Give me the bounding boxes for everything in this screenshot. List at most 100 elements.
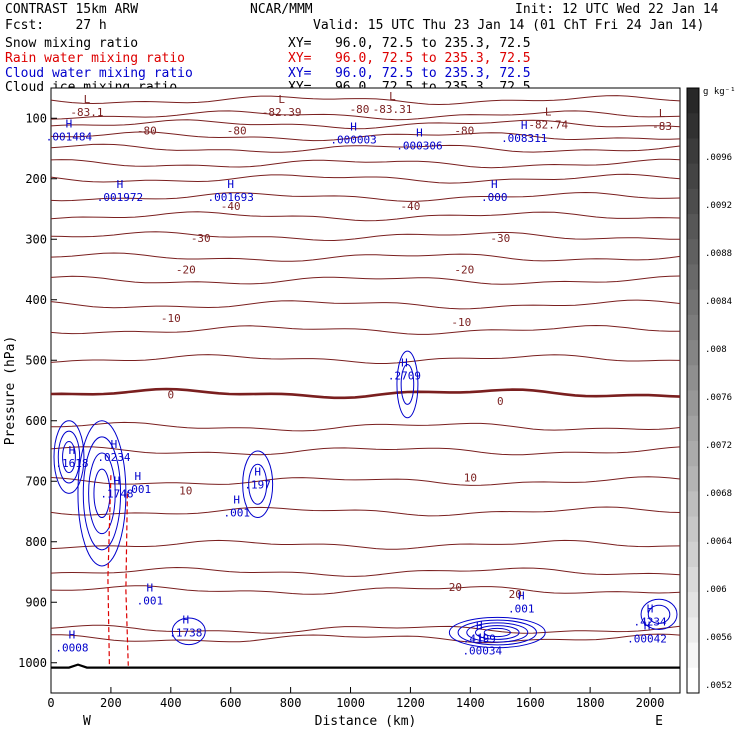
cloud-water-contour [53,420,85,494]
x-end-label-east: E [655,714,663,729]
isotherm-label: 20 [509,588,522,601]
y-tick-label: 1000 [18,656,47,670]
extremum-marker: H [491,178,498,191]
x-tick-label: 1600 [516,696,545,710]
colorbar-swatch [687,516,699,543]
extremum-marker: H [254,465,261,478]
colorbar-frame [686,87,700,694]
extremum-value: .001 [137,594,164,607]
colorbar-unit: g kg⁻¹ [703,87,736,97]
isotherm-line [50,624,681,634]
colorbar-swatch [687,264,699,291]
extremum-marker: L [389,90,396,103]
colorbar-swatch [687,239,699,265]
extremum-value: -82.39 [262,106,302,119]
extremum-marker: H [476,620,483,633]
colorbar-label: .0052 [705,681,732,691]
colorbar-label: .0072 [705,441,732,451]
extremum-marker: H [114,474,121,487]
y-tick-label: 700 [25,474,47,488]
organization: NCAR/MMM [250,2,313,17]
extremum-marker: H [350,120,357,133]
field-xy-rain: XY= 96.0, 72.5 to 235.3, 72.5 [288,51,531,66]
isotherm-line [50,110,681,121]
y-tick-label: 400 [25,293,47,307]
colorbar-swatch [687,365,699,391]
extremum-marker: H [135,470,142,483]
isotherm-label: 0 [497,395,504,408]
y-tick-label: 900 [25,595,47,609]
isotherm-line [50,95,681,106]
x-tick-label: 800 [280,696,302,710]
extremum-value: .00034 [462,645,502,658]
colorbar-swatch [687,214,699,240]
isotherm-line [50,143,681,153]
isotherm-line [50,354,681,364]
colorbar-label: .0064 [705,537,732,547]
isotherm-label: -80 [227,124,247,137]
isotherm-line [50,476,681,486]
cloud-water-contour [640,598,678,630]
extremum-value: -83.31 [373,103,413,116]
cloud-water-contour [171,617,206,646]
extremum-marker: L [659,107,666,120]
y-tick-label: 800 [25,535,47,549]
y-tick-label: 600 [25,414,47,428]
extremum-value: -82.74 [528,118,568,131]
colorbar-swatch [687,340,699,366]
rain-water-contour [107,475,129,666]
extremum-marker: H [182,613,189,626]
isotherm-label: -80 [454,124,474,137]
colorbar-swatch [687,466,699,492]
isotherm-line [50,506,681,517]
cloud-water-contour [88,452,116,535]
isotherm-line [50,252,681,262]
x-tick-label: 200 [100,696,122,710]
isotherm-label: -10 [161,312,181,325]
colorbar-swatch [687,314,699,341]
colorbar-swatch [687,667,699,694]
x-tick-label: 2000 [636,696,665,710]
cloud-water-contour [647,604,671,624]
cloud-water-contour [82,436,122,551]
colorbar-swatch [687,289,699,316]
extremum-marker: L [278,93,285,106]
isotherm-label: -40 [221,200,241,213]
cloud-water-contour [77,420,127,567]
isotherm-line [50,421,681,432]
cloud-water-contour [396,350,419,419]
cloud-water-contour [448,616,546,649]
isotherm-line [50,324,680,335]
extremum-marker: H [66,117,73,130]
colorbar-swatch [687,440,699,467]
field-name-rain: Rain water mixing ratio [5,51,186,66]
extremum-marker: L [545,105,552,118]
isotherm-line [51,633,681,644]
model-name: CONTRAST 15km ARW [5,2,139,17]
extremum-value: .001693 [208,191,254,204]
isotherm-line [50,119,681,130]
isotherm-label: 20 [449,581,462,594]
x-tick-label: 1400 [456,696,485,710]
isotherm-line [50,299,681,310]
isotherm-line [50,446,681,456]
x-tick-label: 1200 [396,696,425,710]
extremum-value: .2709 [388,369,421,382]
y-tick-label: 500 [25,353,47,367]
isotherm-line [50,173,681,184]
field-name-cloudwater: Cloud water mixing ratio [5,66,193,81]
cloud-water-contour [242,450,274,519]
extremum-value: .197 [244,478,271,491]
extremum-marker: H [518,589,525,602]
x-axis-label: Distance (km) [315,714,417,729]
colorbar-swatch [687,617,699,644]
colorbar-label: .0084 [705,297,732,307]
extremum-value: .001972 [97,191,143,204]
cloud-water-contour [57,430,81,484]
extremum-marker: H [117,178,124,191]
extremum-marker: H [647,603,654,616]
forecast-hour: Fcst: 27 h [5,18,107,33]
colorbar-swatch [687,113,699,139]
colorbar-label: .0096 [705,153,732,163]
x-tick-label: 0 [47,696,54,710]
